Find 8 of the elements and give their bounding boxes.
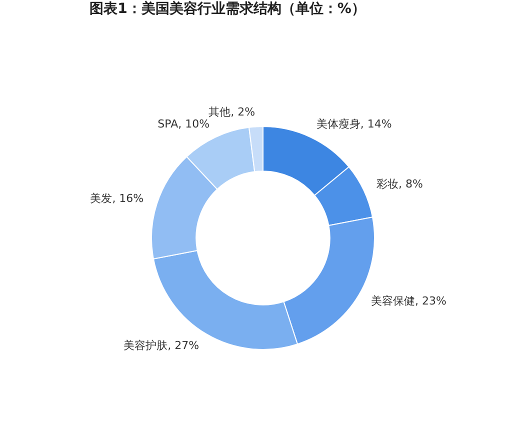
slice-label: 其他, 2% [208,106,256,119]
slice-label: 彩妆, 8% [376,177,424,190]
slice-label: 美体瘦身, 14% [316,117,392,130]
chart-title: 图表1：美国美容行业需求结构（单位：%） [88,0,366,19]
slice-label: 美容护肤, 27% [124,338,200,352]
slice-label: SPA, 10% [158,117,210,130]
slice-label: 美容保健, 23% [371,294,446,308]
slice-label: 美发, 16% [90,192,144,206]
